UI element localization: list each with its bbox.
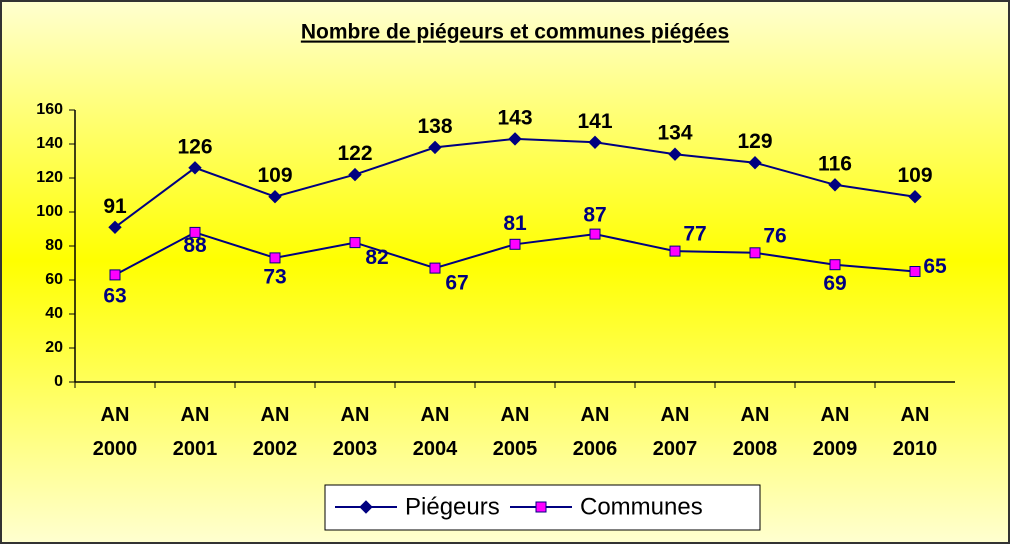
x-tick-label: AN 2004 [412,404,458,460]
data-label: 116 [818,152,852,175]
data-label: 141 [577,110,612,133]
data-label: 134 [657,122,692,145]
marker [269,252,281,264]
x-tick-label: AN 2005 [492,404,538,460]
marker [829,259,841,271]
x-tick-label: AN 2009 [812,404,858,460]
marker [429,262,441,274]
y-tick-label: 0 [54,373,63,390]
data-label: 67 [445,272,468,295]
marker [428,140,442,155]
y-tick-label: 40 [45,305,63,322]
marker [509,238,521,250]
data-label: 63 [103,284,126,307]
marker [908,189,922,204]
data-label: 91 [103,195,127,218]
x-tick-label: AN 2000 [92,404,138,460]
y-tick-label: 140 [36,135,63,152]
data-label: 69 [823,272,846,295]
marker [748,155,762,170]
x-tick-label: AN 2002 [252,404,298,460]
marker [189,226,201,238]
data-label: 76 [763,224,786,247]
x-tick-label: AN 2008 [732,404,778,460]
marker [749,247,761,259]
data-label: 82 [365,246,388,269]
data-label: 122 [337,142,372,165]
data-label: 73 [263,265,286,288]
marker [668,147,682,161]
x-tick-label: AN 2001 [172,404,218,460]
marker [359,500,373,514]
marker [348,167,362,182]
x-tick-label: AN 2003 [332,404,378,460]
x-tick-label: AN 2006 [572,404,618,460]
data-label: 129 [737,130,772,153]
marker [508,132,522,146]
data-label: 65 [923,255,947,278]
data-label: 87 [583,204,606,227]
y-tick-label: 160 [36,101,63,118]
data-label: 138 [417,115,452,138]
data-label: 77 [683,223,706,246]
marker [188,161,202,175]
y-tick-label: 120 [36,169,63,186]
data-label: 88 [183,234,207,257]
marker [268,189,282,204]
marker [669,245,681,257]
data-label: 109 [897,164,932,187]
marker [108,220,122,235]
legend-label: Piégeurs [405,493,500,520]
marker [909,266,921,277]
data-label: 109 [257,164,292,187]
data-label: 143 [497,106,532,129]
marker [535,501,547,513]
x-tick-label: AN 2007 [652,404,698,460]
data-label: 81 [503,212,527,235]
chart-title: Nombre de piégeurs et communes piégées [301,21,729,44]
marker [588,135,602,150]
marker [109,269,121,281]
y-tick-label: 60 [45,271,63,288]
data-label: 126 [177,135,212,158]
y-tick-label: 20 [45,339,63,356]
legend-box [324,484,761,531]
marker [589,228,601,240]
y-tick-label: 100 [36,203,63,220]
marker [828,178,842,192]
marker [349,237,361,249]
y-tick-label: 80 [45,237,63,254]
x-tick-label: AN 2010 [892,404,938,460]
legend-label: Communes [580,493,703,520]
